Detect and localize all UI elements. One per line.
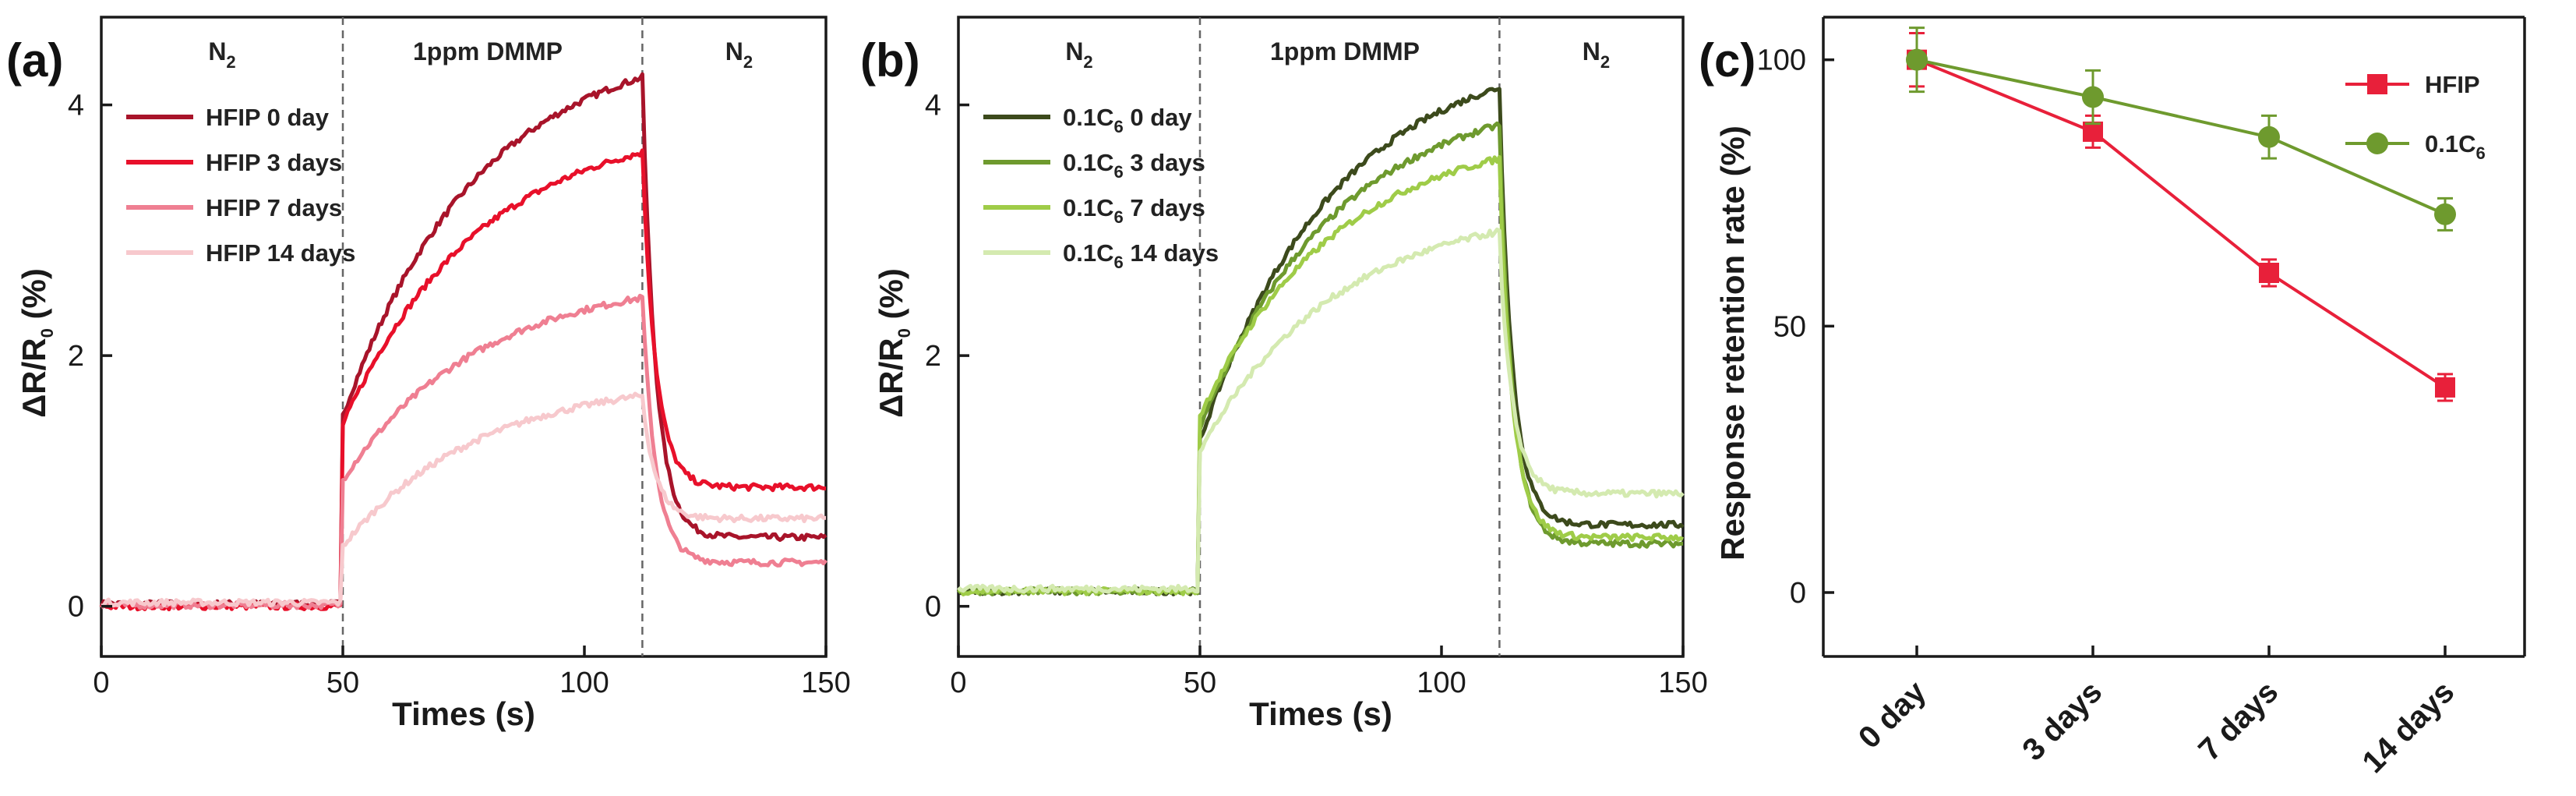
data-point [2435, 377, 2455, 398]
y-tick-label: 0 [1790, 577, 1806, 610]
x-tick-label: 150 [801, 667, 850, 699]
series-line [1916, 58, 2447, 389]
region-label: N2 [208, 37, 235, 72]
region-label: 1ppm DMMP [413, 37, 563, 65]
data-point [2259, 263, 2279, 283]
panel-b-label: (b) [860, 34, 920, 87]
chart-a-frame [100, 16, 827, 658]
chart-c-ylabel: Response retention rate (%) [1714, 126, 1751, 561]
region-label: N2 [1065, 37, 1092, 72]
y-tick-label: 0 [925, 591, 941, 624]
x-tick-label: 100 [559, 667, 609, 699]
legend-label: HFIP [2425, 71, 2480, 98]
panel-c-label: (c) [1699, 34, 1756, 87]
y-tick-label: 50 [1773, 310, 1806, 343]
legend-label: 0.1C6 0 day [1063, 104, 1192, 136]
legend-marker [2367, 74, 2387, 94]
chart-b-ylabel: ΔR/R0 (%) [873, 268, 914, 418]
legend-label: HFIP 3 days [206, 149, 342, 176]
series-line [101, 391, 827, 608]
legend-label: 0.1C6 3 days [1063, 149, 1205, 182]
x-tick-label: 50 [1184, 667, 1216, 699]
x-tick-label: 0 [93, 667, 109, 699]
series-line [957, 227, 1685, 594]
chart-a-xlabel: Times (s) [392, 695, 535, 732]
x-category-label: 14 days [2355, 674, 2461, 780]
data-point [1906, 48, 1928, 71]
y-tick-label: 4 [925, 90, 941, 122]
x-tick-label: 100 [1417, 667, 1466, 699]
y-tick-label: 4 [68, 90, 84, 122]
data-point [2083, 121, 2103, 142]
y-tick-label: 100 [1757, 44, 1806, 77]
x-category-label: 0 day [1852, 674, 1933, 755]
legend-label: HFIP 14 days [206, 239, 355, 267]
x-category-label: 3 days [2016, 674, 2108, 767]
x-tick-label: 50 [326, 667, 359, 699]
y-tick-label: 2 [925, 340, 941, 373]
legend-label: 0.1C6 7 days [1063, 194, 1205, 227]
x-tick-label: 0 [950, 667, 966, 699]
region-label: N2 [725, 37, 753, 72]
data-point [2258, 126, 2280, 148]
region-label: N2 [1583, 37, 1610, 72]
data-point [2434, 203, 2456, 225]
x-tick-label: 150 [1658, 667, 1707, 699]
legend-label: 0.1C6 14 days [1063, 239, 1219, 272]
legend-label: HFIP 0 day [206, 104, 330, 131]
chart-b: N2 1ppm DMMP N2 0 50 100 150 0 2 4 0.1C6 0 day 0… [873, 16, 1708, 732]
series-line [1916, 58, 2446, 216]
data-point [2082, 86, 2104, 108]
x-category-label: 7 days [2192, 674, 2285, 767]
chart-b-xlabel: Times (s) [1249, 695, 1392, 732]
region-label: 1ppm DMMP [1270, 37, 1420, 65]
chart-a-ylabel: ΔR/R0 (%) [16, 268, 57, 418]
legend-marker [2366, 133, 2388, 154]
series-line [957, 154, 1684, 596]
chart-c: 0 50 100 0 day 3 days 7 days 14 days HFIP 0.1C… [1714, 16, 2526, 780]
legend-label: HFIP 7 days [206, 194, 342, 221]
y-tick-label: 0 [68, 591, 84, 624]
legend-label: 0.1C6 [2425, 130, 2486, 163]
chart-a: N2 1ppm DMMP N2 0 50 100 150 0 2 4 HFIP 0 day HF… [16, 16, 851, 732]
y-tick-label: 2 [68, 340, 84, 373]
series-line [100, 293, 827, 610]
panel-a-label: (a) [6, 34, 63, 87]
chart-b-frame [957, 16, 1685, 658]
